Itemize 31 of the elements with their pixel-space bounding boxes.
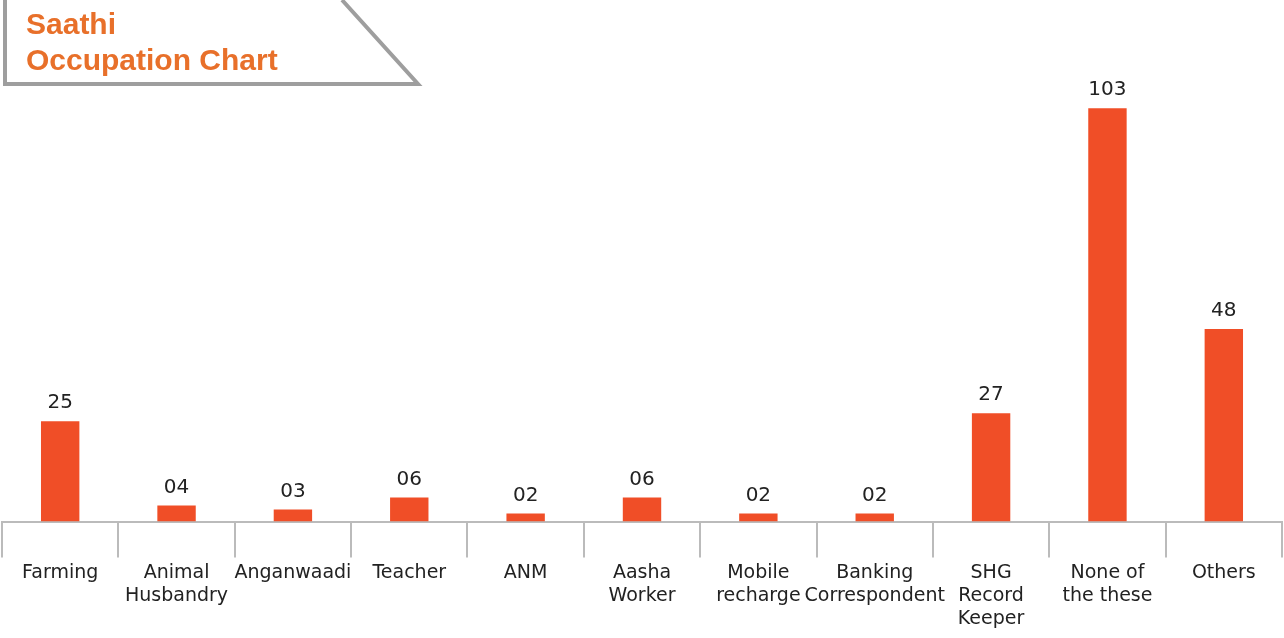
- x-tick-label: Teacher: [371, 559, 447, 582]
- x-tick-label: Others: [1191, 559, 1256, 582]
- data-label: 25: [47, 389, 73, 414]
- bar: [622, 497, 662, 522]
- bar: [390, 497, 429, 522]
- data-label: 27: [978, 381, 1004, 406]
- bar: [1088, 108, 1127, 522]
- data-label: 04: [163, 473, 190, 498]
- x-tick-label: Farming: [22, 559, 99, 582]
- data-label: 02: [745, 481, 772, 506]
- x-tick-label: Aasha Worker: [608, 559, 676, 605]
- x-tick-label: Anganwaadi: [234, 559, 352, 582]
- data-label: 06: [396, 465, 422, 490]
- x-tick-label: ANM: [503, 559, 548, 582]
- x-tick-label: Mobile recharge: [716, 559, 801, 605]
- x-tick-label: None of the these: [1062, 559, 1153, 605]
- bar: [157, 505, 196, 522]
- bar: [1204, 328, 1244, 522]
- x-tick-label: SHG Record Keeper: [957, 559, 1025, 628]
- data-label: 103: [1088, 76, 1127, 101]
- data-label: 03: [280, 477, 306, 502]
- bar: [40, 421, 80, 522]
- bar: [273, 509, 313, 522]
- x-tick-label: Banking Correspondent: [804, 559, 945, 605]
- x-tick-label: Animal Husbandry: [125, 559, 229, 605]
- bar: [971, 413, 1011, 522]
- data-label: 02: [512, 481, 539, 506]
- data-label: 48: [1211, 297, 1237, 322]
- data-label: 02: [862, 481, 888, 506]
- data-label: 06: [629, 465, 655, 490]
- chart-title: Saathi Occupation Chart: [26, 6, 278, 78]
